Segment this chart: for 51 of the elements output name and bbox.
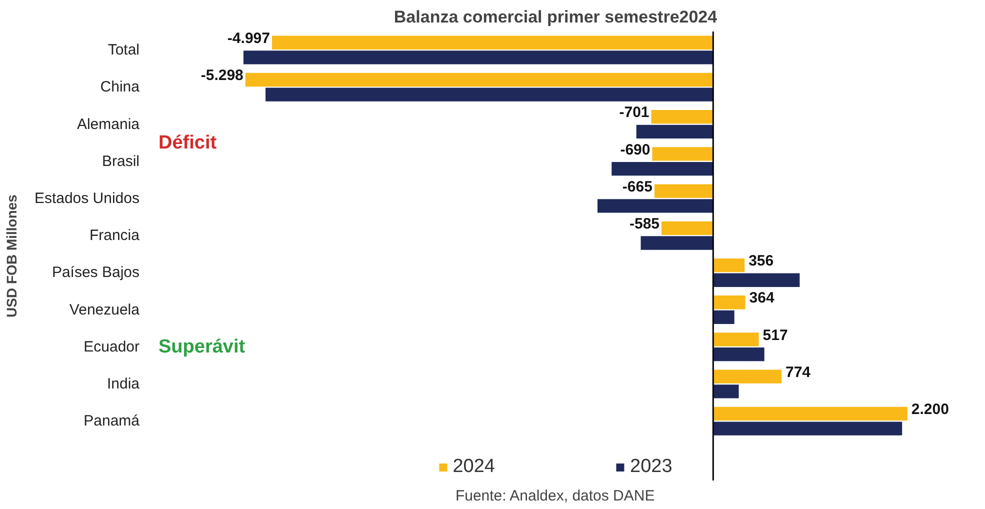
data-label: -690 [620,141,650,158]
chart-title: Balanza comercial primer semestre2024 [394,8,718,26]
bar [652,147,714,161]
data-label: 774 [785,364,812,381]
bar [713,310,734,324]
data-label: 517 [762,326,788,344]
y-tick-label: Venezuela [69,301,140,318]
bar [713,406,908,421]
data-label: -5.298 [200,67,244,84]
y-tick-label: India [106,376,140,393]
y-tick-label: Francia [89,227,140,244]
bar [713,296,746,310]
legend-label: 2023 [630,456,672,478]
y-axis-title: USD FOB Millones [3,194,20,318]
bar [243,50,714,64]
y-tick-label: Países Bajos [52,264,140,282]
bar [662,221,714,235]
bar [636,124,714,139]
bar [266,88,714,102]
bar [713,273,800,287]
bar [713,348,764,362]
data-label: 2.200 [911,401,949,418]
bar [713,258,745,272]
bar [640,236,714,250]
bar [597,199,714,213]
y-tick-label: Panamá [84,412,140,430]
legend-label: 2024 [452,456,495,478]
y-tick-label: Alemania [76,116,140,133]
data-label: 356 [748,252,774,270]
bar [651,110,714,124]
data-label: 364 [749,290,775,307]
bar [272,36,714,50]
bar [245,72,714,87]
bar [713,384,739,398]
y-tick-label: Brasil [102,152,140,170]
bar [713,422,902,436]
y-tick-label: Estados Unidos [34,190,140,207]
data-label: -4.997 [227,30,270,47]
y-tick-label: Ecuador [84,338,140,356]
annotation: Superávit [158,336,246,358]
text: Déficit [158,132,218,154]
source-note: Fuente: Analdex, datos DANE [455,488,655,504]
y-tick-label: China [100,78,140,96]
bar [713,370,782,384]
bar [612,162,714,176]
bar [713,332,759,346]
data-label: -665 [622,178,652,196]
bar [654,184,714,198]
data-label: -701 [619,104,650,122]
y-tick-label: Total [108,42,140,59]
data-label: -585 [629,215,660,232]
